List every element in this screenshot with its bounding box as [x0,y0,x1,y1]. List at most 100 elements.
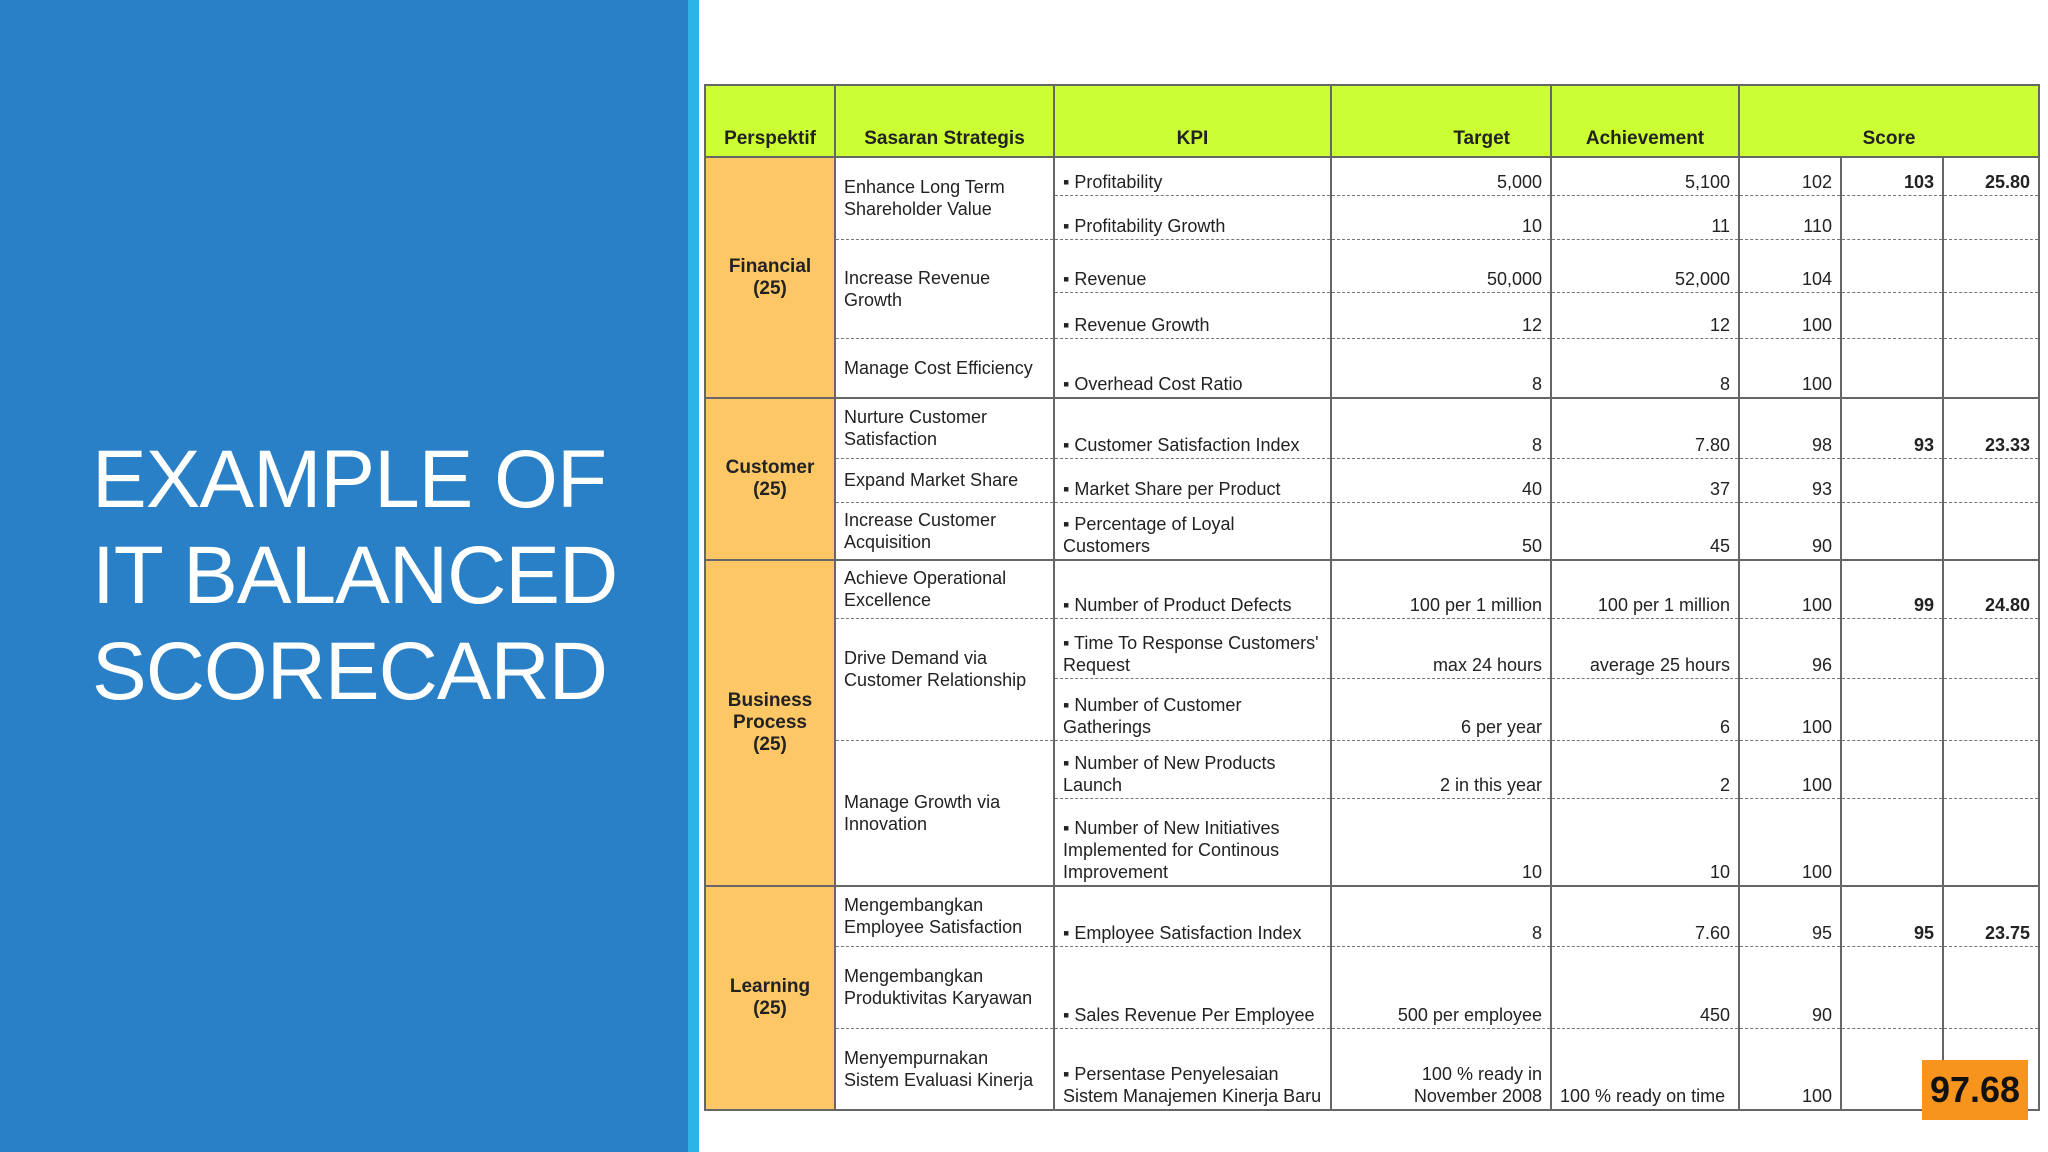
strategy-cell: Expand Market Share [834,457,1055,503]
score-cell: 110 [1738,194,1842,240]
target-cell: 8 [1330,337,1552,399]
achievement-cell: 5,100 [1550,156,1740,196]
target-cell: 5,000 [1330,156,1552,196]
target-cell: 50 [1330,501,1552,561]
empty-cell [1840,337,1944,399]
target-cell: 8 [1330,885,1552,947]
title-line-1: EXAMPLE OF [92,434,607,525]
perspective-weight: (25) [753,479,787,500]
kpi-cell: ▪ Revenue Growth [1053,291,1332,339]
target-cell: 6 per year [1330,677,1552,741]
score-cell: 95 [1738,885,1842,947]
empty-cell [1942,677,2040,741]
empty-cell [1942,194,2040,240]
achievement-cell: 45 [1550,501,1740,561]
achievement-cell: average 25 hours [1550,617,1740,679]
perspective-name: Business Process [727,690,813,733]
strategy-cell: Menyempurnakan Sistem Evaluasi Kinerja [834,1027,1055,1111]
perspective-weighted-score: 24.80 [1942,559,2040,619]
perspective-weight: (25) [753,734,787,755]
perspective-weight: (25) [753,277,787,299]
kpi-cell: ▪ Number of New Initiatives Implemented … [1053,797,1332,887]
empty-cell [1840,238,1944,293]
achievement-cell: 450 [1550,945,1740,1029]
perspective-avg-score: 95 [1840,885,1944,947]
score-cell: 100 [1738,559,1842,619]
empty-cell [1942,291,2040,339]
score-cell: 100 [1738,291,1842,339]
kpi-cell: ▪ Number of Customer Gatherings [1053,677,1332,741]
kpi-cell: ▪ Market Share per Product [1053,457,1332,503]
table-row: Manage Growth via Innovation ▪ Number of… [705,739,2040,887]
kpi-cell: ▪ Sales Revenue Per Employee [1053,945,1332,1029]
slide-title: EXAMPLE OF IT BALANCED SCORECARD [92,432,618,720]
achievement-cell: 37 [1550,457,1740,503]
empty-cell [1840,501,1944,561]
strategy-cell: Enhance Long Term Shareholder Value [834,156,1055,240]
score-cell: 100 [1738,337,1842,399]
header-perspektif: Perspektif [704,84,836,158]
empty-cell [1942,337,2040,399]
table-row: ▪ Revenue Growth 12 12 100 [705,291,2040,339]
table-row: Increase Revenue Growth ▪ Revenue 50,000… [705,238,2040,339]
header-score: Score [1738,84,2040,158]
perspective-name: Financial [728,255,812,277]
kpi-cell: ▪ Overhead Cost Ratio [1053,337,1332,399]
title-line-2: IT BALANCED [92,530,618,621]
kpi-cell: ▪ Profitability Growth [1053,194,1332,240]
header-achievement: Achievement [1550,84,1740,158]
strategy-cell: Increase Customer Acquisition [834,501,1055,561]
empty-cell [1840,797,1944,887]
perspective-customer: Customer (25) [704,397,836,561]
empty-cell [1942,797,2040,887]
achievement-cell: 2 [1550,739,1740,799]
scorecard-table: Perspektif Sasaran Strategis KPI Target … [704,84,2040,1111]
kpi-cell: ▪ Profitability [1053,156,1332,196]
kpi-cell: ▪ Customer Satisfaction Index [1053,397,1332,459]
perspective-weighted-score: 25.80 [1942,156,2040,196]
target-cell: 40 [1330,457,1552,503]
table-row: Drive Demand via Customer Relationship ▪… [705,617,2040,741]
strategy-cell: Nurture Customer Satisfaction [834,397,1055,459]
empty-cell [1942,501,2040,561]
achievement-cell: 11 [1550,194,1740,240]
table-row: Mengembangkan Produktivitas Karyawan ▪ S… [705,945,2040,1029]
score-cell: 90 [1738,501,1842,561]
empty-cell [1840,194,1944,240]
empty-cell [1840,457,1944,503]
perspective-business-process: Business Process (25) [704,559,836,887]
target-cell: max 24 hours [1330,617,1552,679]
target-cell: 10 [1330,797,1552,887]
perspective-avg-score: 99 [1840,559,1944,619]
perspective-avg-score: 103 [1840,156,1944,196]
table-row: ▪ Number of Customer Gatherings 6 per ye… [705,677,2040,741]
strategy-cell: Mengembangkan Produktivitas Karyawan [834,945,1055,1029]
empty-cell [1942,457,2040,503]
table-row: ▪ Number of New Initiatives Implemented … [705,797,2040,887]
perspective-learning: Learning (25) [704,885,836,1111]
target-cell: 2 in this year [1330,739,1552,799]
table-row: Expand Market Share ▪ Market Share per P… [705,457,2040,503]
empty-cell [1942,617,2040,679]
empty-cell [1840,945,1944,1029]
empty-cell [1840,677,1944,741]
header-sasaran: Sasaran Strategis [834,84,1055,158]
achievement-cell: 7.60 [1550,885,1740,947]
table-row: Menyempurnakan Sistem Evaluasi Kinerja ▪… [705,1027,2040,1111]
empty-cell [1942,945,2040,1029]
achievement-cell: 8 [1550,337,1740,399]
kpi-cell: ▪ Persentase Penyelesaian Sistem Manajem… [1053,1027,1332,1111]
table-row: ▪ Profitability Growth 10 11 110 [705,194,2040,240]
perspective-name: Customer [725,457,815,478]
score-cell: 100 [1738,797,1842,887]
empty-cell [1840,739,1944,799]
strategy-cell: Manage Growth via Innovation [834,739,1055,887]
table-row: Financial (25) Enhance Long Term Shareho… [704,156,2040,399]
final-score-badge: 97.68 [1922,1060,2028,1120]
kpi-cell: ▪ Time To Response Customers' Request [1053,617,1332,679]
header-kpi: KPI [1053,84,1332,158]
empty-cell [1840,291,1944,339]
scorecard-table-container: Perspektif Sasaran Strategis KPI Target … [704,84,2040,1111]
table-row: Business Process (25) Achieve Operationa… [704,559,2040,887]
perspective-weighted-score: 23.75 [1942,885,2040,947]
